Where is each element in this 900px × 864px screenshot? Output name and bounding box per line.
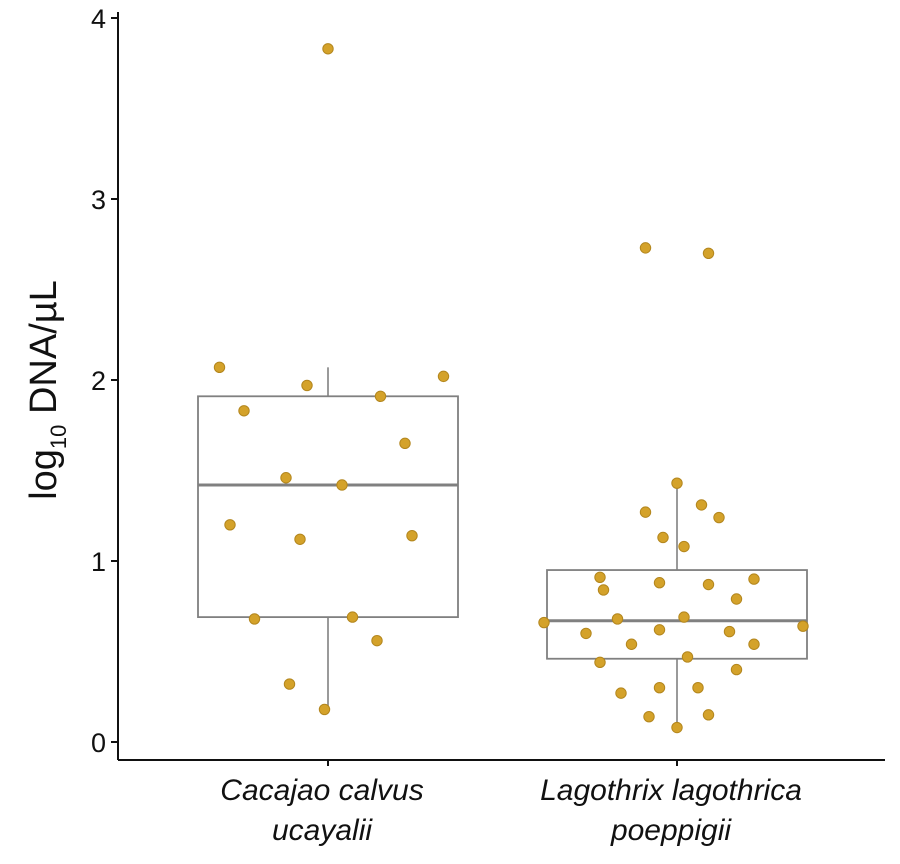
data-point [797, 620, 809, 632]
data-point [213, 361, 226, 374]
data-point [538, 616, 550, 629]
x-category-label-line1: Cacajao calvus [220, 774, 423, 807]
x-category-labels: Cacajao calvus ucayalii Lagothrix lagothri… [220, 760, 802, 847]
y-axis-label-subscript: 10 [46, 425, 71, 449]
y-axis-label-log: log [23, 449, 65, 500]
data-point [594, 571, 606, 583]
box-iqr [546, 569, 808, 660]
data-point [653, 682, 666, 694]
data-point [224, 519, 236, 531]
y-tick-label: 1 [91, 547, 106, 577]
data-point [437, 370, 450, 383]
data-point [625, 638, 638, 650]
data-point [723, 625, 736, 638]
data-point [702, 247, 715, 260]
y-tick-label: 2 [91, 366, 106, 396]
data-point [671, 721, 683, 734]
box-iqr [197, 395, 459, 619]
y-axis-label: log10 DNA/µL [23, 280, 71, 500]
data-point [615, 687, 627, 699]
data-point [406, 529, 418, 542]
data-point [248, 613, 261, 625]
data-point [671, 477, 683, 489]
data-point [695, 499, 708, 511]
data-point [702, 578, 715, 591]
data-point [692, 682, 704, 694]
data-point [594, 656, 606, 669]
data-point [238, 405, 250, 417]
data-point [730, 593, 743, 605]
data-point [318, 703, 331, 716]
data-point [336, 479, 348, 491]
data-point [611, 613, 624, 625]
y-ticks: 0 1 2 3 4 [91, 4, 118, 758]
y-tick-label: 3 [91, 185, 106, 215]
data-point [678, 540, 690, 553]
data-point [657, 531, 669, 544]
plot-area [197, 43, 809, 734]
point-series [213, 43, 450, 716]
data-point [374, 390, 387, 402]
y-axis-label-unit: DNA/µL [23, 280, 65, 424]
y-tick-label: 0 [91, 728, 106, 758]
data-point [748, 573, 760, 585]
point-series [538, 242, 809, 734]
data-point [653, 577, 666, 589]
data-point [653, 624, 666, 636]
axes [117, 12, 885, 761]
data-point [597, 584, 610, 596]
data-point [322, 43, 334, 55]
data-point [639, 506, 652, 518]
data-point [280, 472, 292, 484]
data-point [294, 533, 306, 545]
box-group [546, 483, 808, 728]
box-group [197, 367, 459, 710]
data-point [748, 638, 760, 650]
data-point [681, 651, 694, 663]
y-tick-label: 4 [91, 4, 106, 34]
data-point [639, 242, 652, 254]
data-point [678, 611, 690, 623]
data-point [346, 611, 359, 623]
x-category-label-line2: ucayalii [272, 814, 373, 847]
data-point [713, 511, 725, 524]
data-point [730, 663, 743, 676]
data-point [301, 379, 313, 392]
data-point [643, 710, 655, 723]
data-point [371, 634, 383, 647]
data-point [580, 627, 592, 640]
x-category-label-line1: Lagothrix lagothrica [540, 774, 802, 807]
data-point [283, 678, 296, 690]
x-category-label-line2: poeppigii [610, 814, 732, 847]
data-point [702, 709, 715, 721]
data-point [399, 437, 411, 450]
